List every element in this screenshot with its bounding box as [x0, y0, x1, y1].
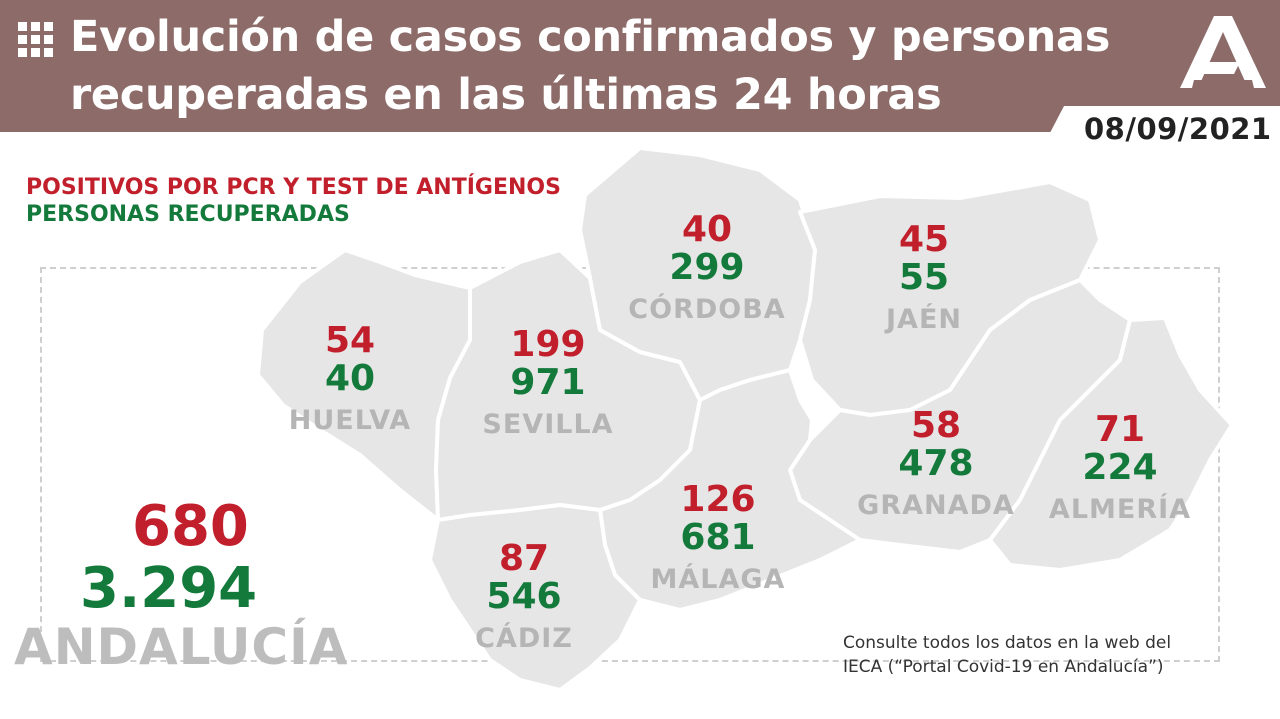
province-name: HUELVA — [288, 405, 412, 436]
province-recovered: 681 — [680, 517, 756, 558]
province-name: MÁLAGA — [650, 564, 786, 595]
total-region-name: ANDALUCÍA — [14, 618, 349, 676]
province-positives: 45 — [898, 219, 950, 260]
province-almeria: 71 224 ALMERÍA — [1010, 411, 1230, 527]
province-jaen: 45 55 JAÉN — [814, 221, 1034, 337]
province-positives: 87 — [498, 538, 550, 579]
province-name: CÓRDOBA — [628, 294, 786, 325]
province-name: JAÉN — [886, 304, 962, 335]
grid-icon — [18, 22, 53, 57]
source-note-line-2: IECA (“Portal Covid-19 en Andalucía”) — [843, 657, 1164, 677]
province-sevilla: 199 971 SEVILLA — [438, 326, 658, 442]
province-huelva: 54 40 HUELVA — [240, 322, 460, 438]
province-positives: 58 — [910, 405, 962, 446]
province-name: SEVILLA — [482, 409, 614, 440]
province-recovered: 546 — [486, 576, 562, 617]
province-recovered: 971 — [510, 362, 586, 403]
province-recovered: 224 — [1082, 447, 1158, 488]
legend-positives: POSITIVOS POR PCR Y TEST DE ANTÍGENOS — [26, 175, 561, 200]
legend: POSITIVOS POR PCR Y TEST DE ANTÍGENOS PE… — [26, 174, 561, 228]
province-name: CÁDIZ — [475, 623, 573, 654]
total-recovered: 3.294 — [80, 556, 258, 621]
report-date: 08/09/2021 — [1084, 112, 1272, 146]
province-granada: 58 478 GRANADA — [826, 407, 1046, 523]
province-positives: 71 — [1094, 409, 1146, 450]
province-cordoba: 40 299 CÓRDOBA — [597, 211, 817, 327]
page-title: Evolución de casos confirmados y persona… — [70, 8, 1150, 124]
province-positives: 40 — [681, 209, 733, 250]
province-name: ALMERÍA — [1048, 494, 1192, 525]
province-malaga: 126 681 MÁLAGA — [608, 481, 828, 597]
total-positives: 680 — [132, 494, 249, 559]
province-recovered: 299 — [669, 247, 745, 288]
province-cadiz: 87 546 CÁDIZ — [414, 540, 634, 656]
map-almeria — [988, 316, 1234, 572]
province-recovered: 55 — [898, 257, 950, 298]
title-line-2: recuperadas en las últimas 24 horas — [70, 70, 942, 120]
province-name: GRANADA — [857, 490, 1015, 521]
province-recovered: 478 — [898, 443, 974, 484]
province-positives: 54 — [324, 320, 376, 361]
map-malaga — [598, 368, 862, 612]
source-note-line-1: Consulte todos los datos en la web del — [843, 633, 1172, 653]
date-tab — [1040, 106, 1280, 152]
province-recovered: 40 — [324, 358, 376, 399]
title-line-1: Evolución de casos confirmados y persona… — [70, 12, 1110, 62]
source-note: Consulte todos los datos en la web del I… — [843, 631, 1223, 679]
junta-andalucia-logo — [1180, 16, 1266, 88]
province-positives: 126 — [680, 479, 756, 520]
province-positives: 199 — [510, 324, 586, 365]
map-cadiz — [428, 503, 642, 692]
legend-recovered: PERSONAS RECUPERADAS — [26, 202, 350, 227]
